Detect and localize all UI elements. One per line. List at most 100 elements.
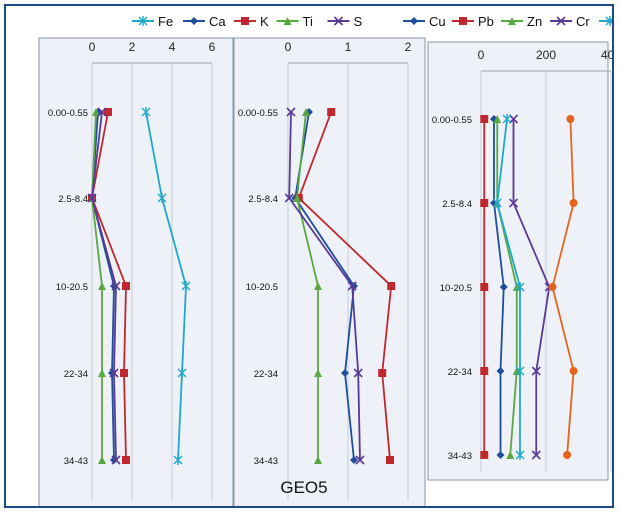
x-tick-label: 4 bbox=[169, 40, 176, 54]
data-point-fe bbox=[173, 455, 183, 465]
data-point-k bbox=[387, 282, 396, 290]
data-point-pb bbox=[480, 199, 489, 207]
legend-marker-ca bbox=[190, 17, 198, 25]
data-point-s bbox=[87, 193, 97, 203]
legend-2: CuPbZnCrVZr bbox=[403, 14, 620, 29]
legend-marker-fe bbox=[138, 16, 148, 26]
data-point-cr bbox=[508, 198, 519, 208]
legend-label-ti: Ti bbox=[303, 14, 313, 29]
data-point-k bbox=[386, 456, 394, 464]
panel-background bbox=[38, 37, 234, 509]
data-point-v bbox=[515, 282, 525, 292]
data-point-ti bbox=[314, 282, 322, 290]
x-tick-label: 2 bbox=[405, 40, 412, 54]
data-point-k bbox=[104, 108, 112, 116]
data-point-cu bbox=[496, 367, 505, 375]
legend-label-cr: Cr bbox=[576, 14, 590, 29]
x-tick-label: 0 bbox=[285, 40, 292, 54]
legend-label-pb: Pb bbox=[478, 14, 494, 29]
data-point-ti bbox=[314, 369, 322, 377]
x-tick-label: 0 bbox=[478, 48, 485, 62]
data-point-s bbox=[111, 281, 121, 291]
data-point-s bbox=[109, 368, 119, 378]
data-point-k bbox=[120, 369, 128, 377]
legend-marker-cr bbox=[556, 16, 566, 26]
legend-label-k: K bbox=[260, 14, 269, 29]
x-tick-label: 1 bbox=[345, 40, 352, 54]
data-point-s bbox=[97, 107, 107, 117]
data-point-ti bbox=[98, 456, 106, 464]
data-point-v bbox=[492, 198, 502, 208]
legend-label-ca: Ca bbox=[209, 14, 226, 29]
data-point-v bbox=[515, 366, 525, 376]
data-point-s bbox=[353, 368, 363, 378]
data-point-fe bbox=[157, 193, 167, 203]
data-point-fe bbox=[177, 368, 187, 378]
legend-marker-k bbox=[241, 17, 249, 25]
legend-marker-pb bbox=[459, 17, 467, 25]
panel-trace-elements: 0 200 400 0.00-0.55 2.5-8.4 10-20.5 22-34 34-43 bbox=[427, 41, 620, 481]
data-point-zr bbox=[563, 451, 572, 459]
data-point-cr bbox=[508, 114, 519, 124]
data-point-cr bbox=[531, 366, 541, 376]
legend-marker-ti bbox=[283, 17, 292, 25]
x-tick-label: 2 bbox=[129, 40, 136, 54]
data-point-v bbox=[502, 114, 512, 124]
data-point-s bbox=[355, 455, 365, 465]
data-point-pb bbox=[480, 115, 489, 123]
legend-label-s: S bbox=[354, 14, 363, 29]
data-point-ca bbox=[341, 369, 349, 377]
data-point-pb bbox=[480, 451, 489, 459]
depth-label: 34-43 bbox=[64, 456, 88, 467]
data-point-k bbox=[378, 369, 387, 377]
legend-label-cu: Cu bbox=[429, 14, 446, 29]
legend-label-fe: Fe bbox=[158, 14, 173, 29]
data-point-fe bbox=[141, 107, 151, 117]
data-point-k bbox=[327, 108, 336, 116]
data-point-cu bbox=[496, 451, 505, 459]
data-point-ti bbox=[314, 456, 322, 464]
panel-major-elements-zoom: 0 1 2 0.00-0.55 2.5-8.4 10-20.5 22-34 34-43 bbox=[233, 37, 426, 509]
x-tick-label: 0 bbox=[89, 40, 96, 54]
legend-label-zn: Zn bbox=[527, 14, 542, 29]
x-tick-label: 6 bbox=[209, 40, 216, 54]
x-tick-label: 200 bbox=[536, 48, 556, 62]
data-point-s bbox=[284, 193, 294, 203]
depth-label: 10-20.5 bbox=[56, 282, 88, 293]
data-point-zr bbox=[569, 367, 578, 375]
depth-label: 34-43 bbox=[448, 451, 472, 462]
depth-label: 10-20.5 bbox=[246, 282, 278, 293]
depth-label: 22-34 bbox=[448, 367, 472, 378]
depth-label: 0.00-0.55 bbox=[432, 115, 472, 126]
data-point-zr bbox=[569, 199, 578, 207]
data-point-k bbox=[122, 282, 130, 290]
data-point-s bbox=[347, 281, 357, 291]
data-point-zr bbox=[566, 115, 575, 123]
data-point-ca bbox=[350, 456, 358, 464]
data-point-fe bbox=[181, 281, 191, 291]
data-point-cu bbox=[499, 283, 508, 291]
depth-label: 22-34 bbox=[64, 369, 88, 380]
legend-1: Fe Ca K Ti S bbox=[132, 14, 363, 29]
data-point-zn bbox=[493, 115, 502, 123]
caption-text: GEO5 bbox=[280, 478, 327, 497]
data-point-ti bbox=[92, 108, 100, 116]
panel-background bbox=[427, 41, 609, 481]
legend-marker-s bbox=[333, 16, 344, 26]
depth-label: 34-43 bbox=[254, 456, 278, 467]
data-point-v bbox=[515, 450, 525, 460]
data-point-pb bbox=[480, 283, 489, 291]
x-tick-label: 400 bbox=[601, 48, 612, 62]
legend-marker-zn bbox=[508, 17, 516, 25]
data-point-ti bbox=[293, 194, 301, 202]
data-point-cr bbox=[531, 450, 541, 460]
legend-marker-cu bbox=[410, 17, 418, 25]
data-point-pb bbox=[480, 367, 489, 375]
data-point-ti bbox=[98, 369, 106, 377]
data-point-k bbox=[122, 456, 130, 464]
depth-label: 0.00-0.55 bbox=[48, 108, 88, 119]
panel-major-elements: 0 2 4 6 0.00-0.55 2.5-8.4 10-20.5 22-34 34-43 bbox=[38, 37, 234, 509]
depth-label: 2.5-8.4 bbox=[442, 199, 472, 210]
